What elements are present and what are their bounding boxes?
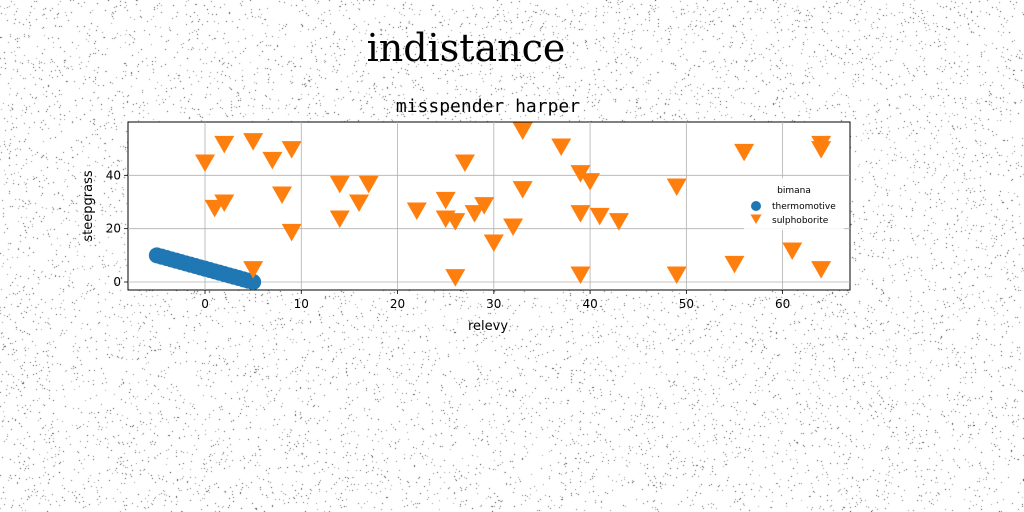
y-tick-label: 40	[106, 168, 121, 182]
data-point-sulphoborite	[243, 133, 264, 151]
legend: bimana thermomotive sulphoborite	[744, 178, 844, 230]
legend-label-sulphoborite: sulphoborite	[772, 216, 829, 226]
data-point-sulphoborite	[406, 202, 427, 220]
data-point-sulphoborite	[358, 175, 379, 194]
y-tick-label: 20	[106, 222, 121, 236]
data-point-sulphoborite	[204, 199, 225, 218]
x-tick-label: 30	[486, 297, 501, 311]
chart-title: misspender harper	[396, 96, 580, 117]
data-point-thermomotive	[245, 274, 262, 290]
data-point-sulphoborite	[666, 266, 687, 284]
data-point-sulphoborite	[666, 178, 687, 196]
data-point-sulphoborite	[281, 141, 302, 159]
x-tick-label: 20	[390, 297, 405, 311]
data-point-sulphoborite	[589, 207, 610, 226]
data-point-sulphoborite	[435, 191, 456, 210]
y-axis-label: steepgrass	[81, 170, 96, 241]
data-point-sulphoborite	[329, 175, 350, 194]
legend-title: bimana	[777, 186, 811, 196]
data-point-sulphoborite	[608, 213, 629, 231]
data-point-sulphoborite	[214, 194, 235, 212]
data-point-sulphoborite	[445, 269, 466, 287]
data-point-sulphoborite	[483, 234, 504, 252]
legend-marker-thermomotive	[751, 201, 761, 211]
data-point-sulphoborite	[570, 205, 591, 223]
data-point-sulphoborite	[464, 205, 485, 223]
legend-label-thermomotive: thermomotive	[772, 202, 836, 212]
data-point-sulphoborite	[811, 261, 832, 279]
x-tick-label: 40	[582, 297, 597, 311]
series-sulphoborite	[195, 122, 832, 287]
data-point-sulphoborite	[512, 181, 533, 199]
axes: 0 10 20 30 40 50 60 0 20 40	[106, 168, 791, 311]
chart-marks	[148, 122, 832, 290]
x-tick-label: 10	[294, 297, 309, 311]
data-point-sulphoborite	[243, 261, 264, 279]
data-point-sulphoborite	[329, 210, 350, 228]
data-point-sulphoborite	[570, 165, 591, 183]
data-point-sulphoborite	[474, 197, 495, 215]
x-tick-label: 60	[775, 297, 790, 311]
data-point-sulphoborite	[734, 143, 755, 162]
data-point-sulphoborite	[551, 138, 572, 156]
series-thermomotive	[148, 247, 262, 290]
data-point-sulphoborite	[281, 223, 302, 242]
x-tick-label: 0	[201, 297, 209, 311]
data-point-sulphoborite	[349, 194, 370, 212]
data-point-sulphoborite	[580, 173, 601, 191]
data-point-sulphoborite	[195, 154, 216, 172]
data-point-sulphoborite	[811, 141, 832, 159]
data-point-sulphoborite	[445, 213, 466, 231]
data-point-sulphoborite	[724, 255, 745, 274]
x-axis-label: relevy	[468, 319, 508, 334]
figure-suptitle: indistance	[366, 26, 566, 70]
data-point-sulphoborite	[454, 154, 475, 172]
x-tick-label: 50	[679, 297, 694, 311]
data-point-sulphoborite	[272, 186, 293, 204]
legend-marker-sulphoborite	[750, 214, 762, 224]
data-point-sulphoborite	[262, 151, 283, 170]
data-point-sulphoborite	[503, 218, 524, 236]
data-point-sulphoborite	[214, 135, 235, 154]
data-point-sulphoborite	[512, 122, 533, 140]
y-tick-label: 0	[113, 275, 121, 289]
data-point-sulphoborite	[570, 266, 591, 284]
data-point-sulphoborite	[782, 242, 803, 260]
